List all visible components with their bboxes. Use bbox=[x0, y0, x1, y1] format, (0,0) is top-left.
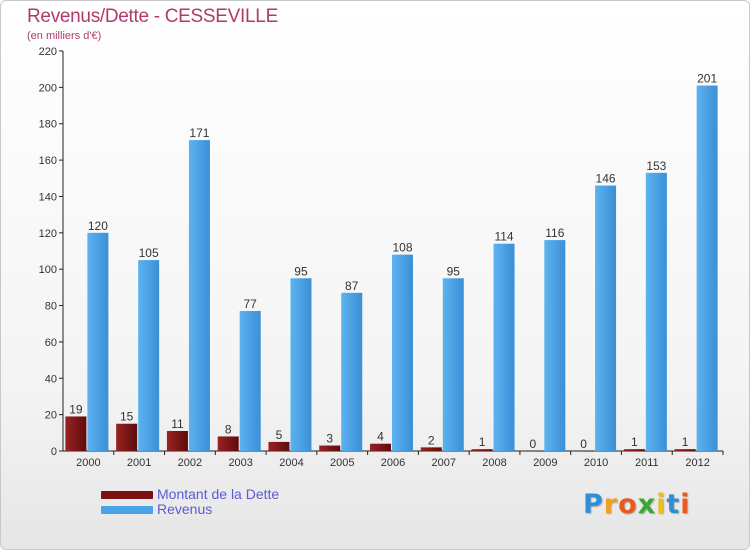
data-label: 2 bbox=[428, 433, 435, 447]
data-label: 201 bbox=[697, 72, 717, 86]
chart-subtitle: (en milliers d'€) bbox=[27, 30, 102, 42]
bar-revenus bbox=[645, 172, 667, 451]
data-label: 95 bbox=[294, 264, 308, 278]
bar-revenus bbox=[392, 254, 413, 451]
data-label: 8 bbox=[225, 422, 232, 436]
bar-revenus bbox=[239, 311, 261, 451]
bar-revenus bbox=[544, 240, 566, 451]
data-label: 4 bbox=[377, 430, 384, 444]
x-tick-label: 2009 bbox=[533, 457, 557, 469]
legend-label-revenus: Revenus bbox=[157, 501, 213, 517]
data-label: 1 bbox=[631, 435, 638, 449]
legend-swatch-revenus bbox=[101, 506, 153, 515]
bar-dette bbox=[268, 441, 290, 451]
x-tick-label: 2006 bbox=[381, 457, 405, 469]
bar-revenus bbox=[493, 243, 515, 451]
bar-dette bbox=[166, 431, 188, 451]
logo-letter: i bbox=[656, 489, 667, 520]
logo-letter: P bbox=[583, 489, 604, 520]
data-label: 5 bbox=[276, 428, 283, 442]
logo-letter: i bbox=[680, 489, 691, 520]
data-label: 116 bbox=[545, 226, 564, 240]
bar-revenus bbox=[442, 278, 464, 451]
data-label: 108 bbox=[392, 241, 412, 255]
y-tick-label: 80 bbox=[45, 301, 57, 313]
bar-dette bbox=[370, 443, 391, 451]
data-label: 19 bbox=[69, 402, 83, 416]
bar-dette bbox=[471, 449, 493, 451]
y-tick-label: 120 bbox=[39, 228, 57, 240]
x-tick-label: 2008 bbox=[482, 457, 506, 469]
logo-letter: o bbox=[618, 489, 638, 520]
y-tick-label: 160 bbox=[39, 155, 57, 167]
legend-label-dette: Montant de la Dette bbox=[157, 486, 280, 502]
y-tick-label: 140 bbox=[39, 191, 57, 203]
y-tick-label: 20 bbox=[45, 410, 57, 422]
chart-legend: Montant de la Dette Revenus bbox=[101, 487, 279, 517]
data-label: 87 bbox=[345, 279, 359, 293]
bar-dette bbox=[674, 449, 696, 451]
bar-revenus bbox=[87, 232, 109, 451]
x-tick-label: 2004 bbox=[279, 457, 303, 469]
y-tick-label: 200 bbox=[39, 82, 57, 94]
bar-revenus bbox=[188, 140, 210, 451]
y-tick-label: 100 bbox=[39, 264, 57, 276]
bar-revenus bbox=[138, 260, 160, 451]
data-label: 0 bbox=[580, 437, 587, 451]
y-tick-label: 40 bbox=[45, 373, 57, 385]
data-label: 171 bbox=[189, 126, 209, 140]
x-tick-label: 2002 bbox=[178, 457, 202, 469]
x-tick-label: 2000 bbox=[76, 457, 100, 469]
data-label: 11 bbox=[171, 417, 184, 431]
data-label: 120 bbox=[88, 219, 108, 233]
bar-revenus bbox=[696, 85, 718, 451]
bar-revenus bbox=[290, 278, 312, 451]
data-label: 15 bbox=[120, 410, 134, 424]
x-tick-label: 2001 bbox=[127, 457, 151, 469]
logo-letter: t bbox=[666, 489, 681, 520]
bar-dette bbox=[420, 447, 442, 451]
data-label: 153 bbox=[646, 159, 666, 173]
legend-swatch-dette bbox=[101, 491, 153, 500]
data-label: 1 bbox=[682, 435, 689, 449]
data-label: 146 bbox=[596, 172, 616, 186]
bar-dette bbox=[319, 445, 341, 451]
legend-item-revenus: Revenus bbox=[101, 502, 279, 517]
bar-dette bbox=[65, 416, 87, 451]
data-label: 1 bbox=[479, 435, 486, 449]
legend-item-dette: Montant de la Dette bbox=[101, 487, 279, 502]
x-tick-label: 2007 bbox=[432, 457, 456, 469]
x-tick-label: 2011 bbox=[635, 457, 659, 469]
bar-dette bbox=[116, 423, 138, 451]
logo-letter: r bbox=[603, 489, 619, 520]
data-label: 95 bbox=[447, 264, 461, 278]
data-label: 77 bbox=[244, 297, 258, 311]
bar-chart: 0204060801001201401601802002202000191202… bbox=[39, 46, 724, 469]
chart-title: Revenus/Dette - CESSEVILLE bbox=[27, 6, 278, 27]
data-label: 3 bbox=[326, 432, 333, 446]
bar-revenus bbox=[341, 292, 363, 451]
data-label: 0 bbox=[529, 437, 536, 451]
y-tick-label: 0 bbox=[51, 446, 57, 458]
y-tick-label: 180 bbox=[39, 119, 57, 131]
logo-letter: x bbox=[637, 489, 657, 520]
y-tick-label: 60 bbox=[45, 337, 57, 349]
x-tick-label: 2010 bbox=[584, 457, 608, 469]
x-tick-label: 2003 bbox=[228, 457, 252, 469]
data-label: 114 bbox=[494, 230, 513, 244]
bar-revenus bbox=[595, 185, 617, 451]
bar-dette bbox=[573, 451, 595, 452]
data-label: 105 bbox=[139, 246, 159, 260]
bar-dette bbox=[217, 436, 239, 451]
bar-dette bbox=[522, 451, 544, 452]
x-tick-label: 2012 bbox=[685, 457, 709, 469]
bar-dette bbox=[623, 449, 645, 451]
y-tick-label: 220 bbox=[39, 46, 57, 58]
proxiti-logo: Proxiti bbox=[583, 489, 691, 520]
x-tick-label: 2005 bbox=[330, 457, 354, 469]
